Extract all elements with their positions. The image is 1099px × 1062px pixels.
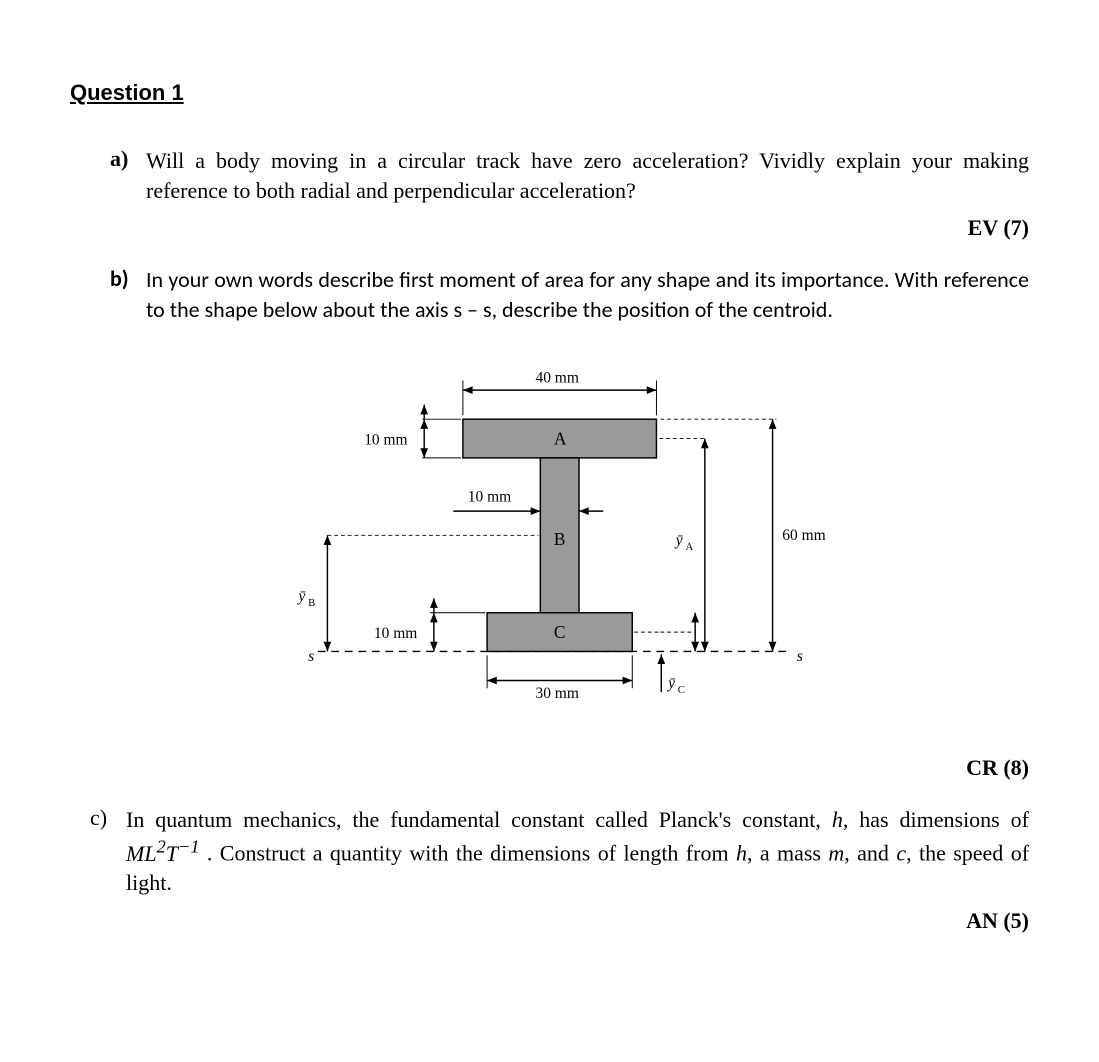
c-formula-t: T (166, 841, 178, 866)
c-var-h: h (832, 807, 843, 832)
part-b: b) In your own words describe first mome… (70, 265, 1029, 324)
ybar-c-sym: ȳ (666, 675, 676, 692)
region-b-label: B (553, 529, 565, 549)
part-a-label: a) (110, 146, 146, 205)
c-text-5: , and (844, 841, 896, 866)
ybar-b-sym: ȳ (296, 588, 306, 605)
part-b-text: In your own words describe first moment … (146, 265, 1029, 324)
c-text-4: , a mass (747, 841, 828, 866)
part-a-text: Will a body moving in a circular track h… (146, 146, 1029, 205)
c-formula: ML2T−1 (126, 841, 200, 866)
region-c-label: C (553, 622, 565, 642)
ybar-a-sub: A (685, 542, 693, 553)
dim-bottom-thickness: 10 mm (373, 598, 484, 651)
ybar-a: ȳ A (659, 438, 708, 651)
c-text-1: In quantum mechanics, the fundamental co… (126, 807, 832, 832)
dim-bottom-width: 30 mm (487, 655, 632, 702)
dim-top-width: 40 mm (462, 369, 656, 415)
dim-bottom-thickness-label: 10 mm (373, 625, 416, 642)
i-beam-svg: s s A B C 40 mm (250, 345, 850, 745)
part-c: c) In quantum mechanics, the fundamental… (70, 805, 1029, 898)
dim-total-height-label: 60 mm (782, 527, 825, 544)
region-a-label: A (553, 428, 566, 448)
dim-web-thickness-label: 10 mm (467, 488, 510, 505)
dim-top-thickness-label: 10 mm (364, 431, 407, 448)
page: Question 1 a) Will a body moving in a ci… (0, 0, 1099, 998)
c-var-h2: h (736, 841, 747, 866)
s-label-right: s (796, 648, 802, 665)
c-text-3: . Construct a quantity with the dimensio… (200, 841, 736, 866)
i-beam-diagram: s s A B C 40 mm (70, 345, 1029, 745)
ybar-a-sym: ȳ (673, 532, 683, 549)
c-formula-l-exp: 2 (157, 836, 166, 856)
s-label-left: s (308, 648, 314, 665)
part-c-label: c) (90, 805, 126, 898)
part-a: a) Will a body moving in a circular trac… (70, 146, 1029, 205)
dim-top-width-label: 40 mm (535, 369, 578, 386)
part-c-text: In quantum mechanics, the fundamental co… (126, 805, 1029, 898)
part-c-marks: AN (5) (70, 908, 1029, 934)
dim-bottom-width-label: 30 mm (535, 685, 578, 702)
part-a-marks: EV (7) (70, 215, 1029, 241)
c-formula-m: M (126, 841, 144, 866)
dim-top-thickness: 10 mm (364, 404, 461, 457)
ybar-c-sub: C (677, 685, 684, 696)
c-var-c: c (896, 841, 906, 866)
ybar-c: ȳ C (634, 632, 695, 696)
ybar-b-sub: B (308, 598, 315, 609)
question-heading: Question 1 (70, 80, 1029, 106)
c-formula-t-exp: −1 (178, 836, 200, 856)
dim-web-thickness: 10 mm (453, 488, 603, 515)
c-var-m: m (828, 841, 844, 866)
c-formula-l: L (144, 841, 156, 866)
c-text-2: , has dimensions of (843, 807, 1029, 832)
part-b-label: b) (110, 265, 146, 324)
dim-total-height: 60 mm (660, 419, 825, 651)
part-b-marks: CR (8) (70, 755, 1029, 781)
